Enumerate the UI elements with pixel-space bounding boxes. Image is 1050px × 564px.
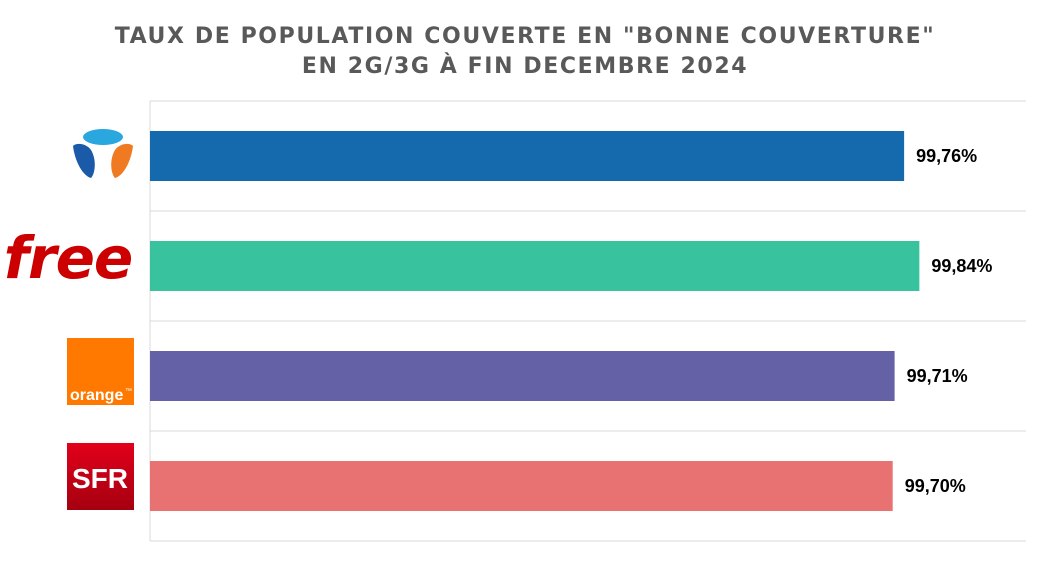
orange-logo-icon: orange ™ — [67, 338, 134, 405]
sfr-logo-text: SFR — [72, 463, 128, 494]
free-logo-icon: free — [4, 224, 134, 292]
value-label-3: 99,71% — [907, 366, 968, 386]
value-labels-group: 99,76% 99,84% 99,71% 99,70% — [905, 146, 993, 496]
orange-logo-tm: ™ — [125, 388, 132, 395]
chart-title-line2: EN 2G/3G À FIN DECEMBRE 2024 — [301, 54, 749, 79]
bar-4 — [150, 461, 893, 511]
bar-3 — [150, 351, 895, 401]
chart-title: TAUX DE POPULATION COUVERTE EN "BONNE CO… — [0, 22, 1050, 82]
bars-group — [150, 131, 920, 511]
sfr-logo-icon: SFR — [67, 443, 134, 510]
free-logo-text: free — [4, 224, 133, 292]
bouygues-logo-icon — [73, 129, 133, 178]
bar-1 — [150, 131, 905, 181]
value-label-1: 99,76% — [916, 146, 977, 166]
bar-2 — [150, 241, 920, 291]
chart-title-line1: TAUX DE POPULATION COUVERTE EN "BONNE CO… — [114, 24, 936, 49]
value-label-4: 99,70% — [905, 476, 966, 496]
orange-logo-text: orange — [70, 387, 123, 404]
value-label-2: 99,84% — [931, 256, 992, 276]
